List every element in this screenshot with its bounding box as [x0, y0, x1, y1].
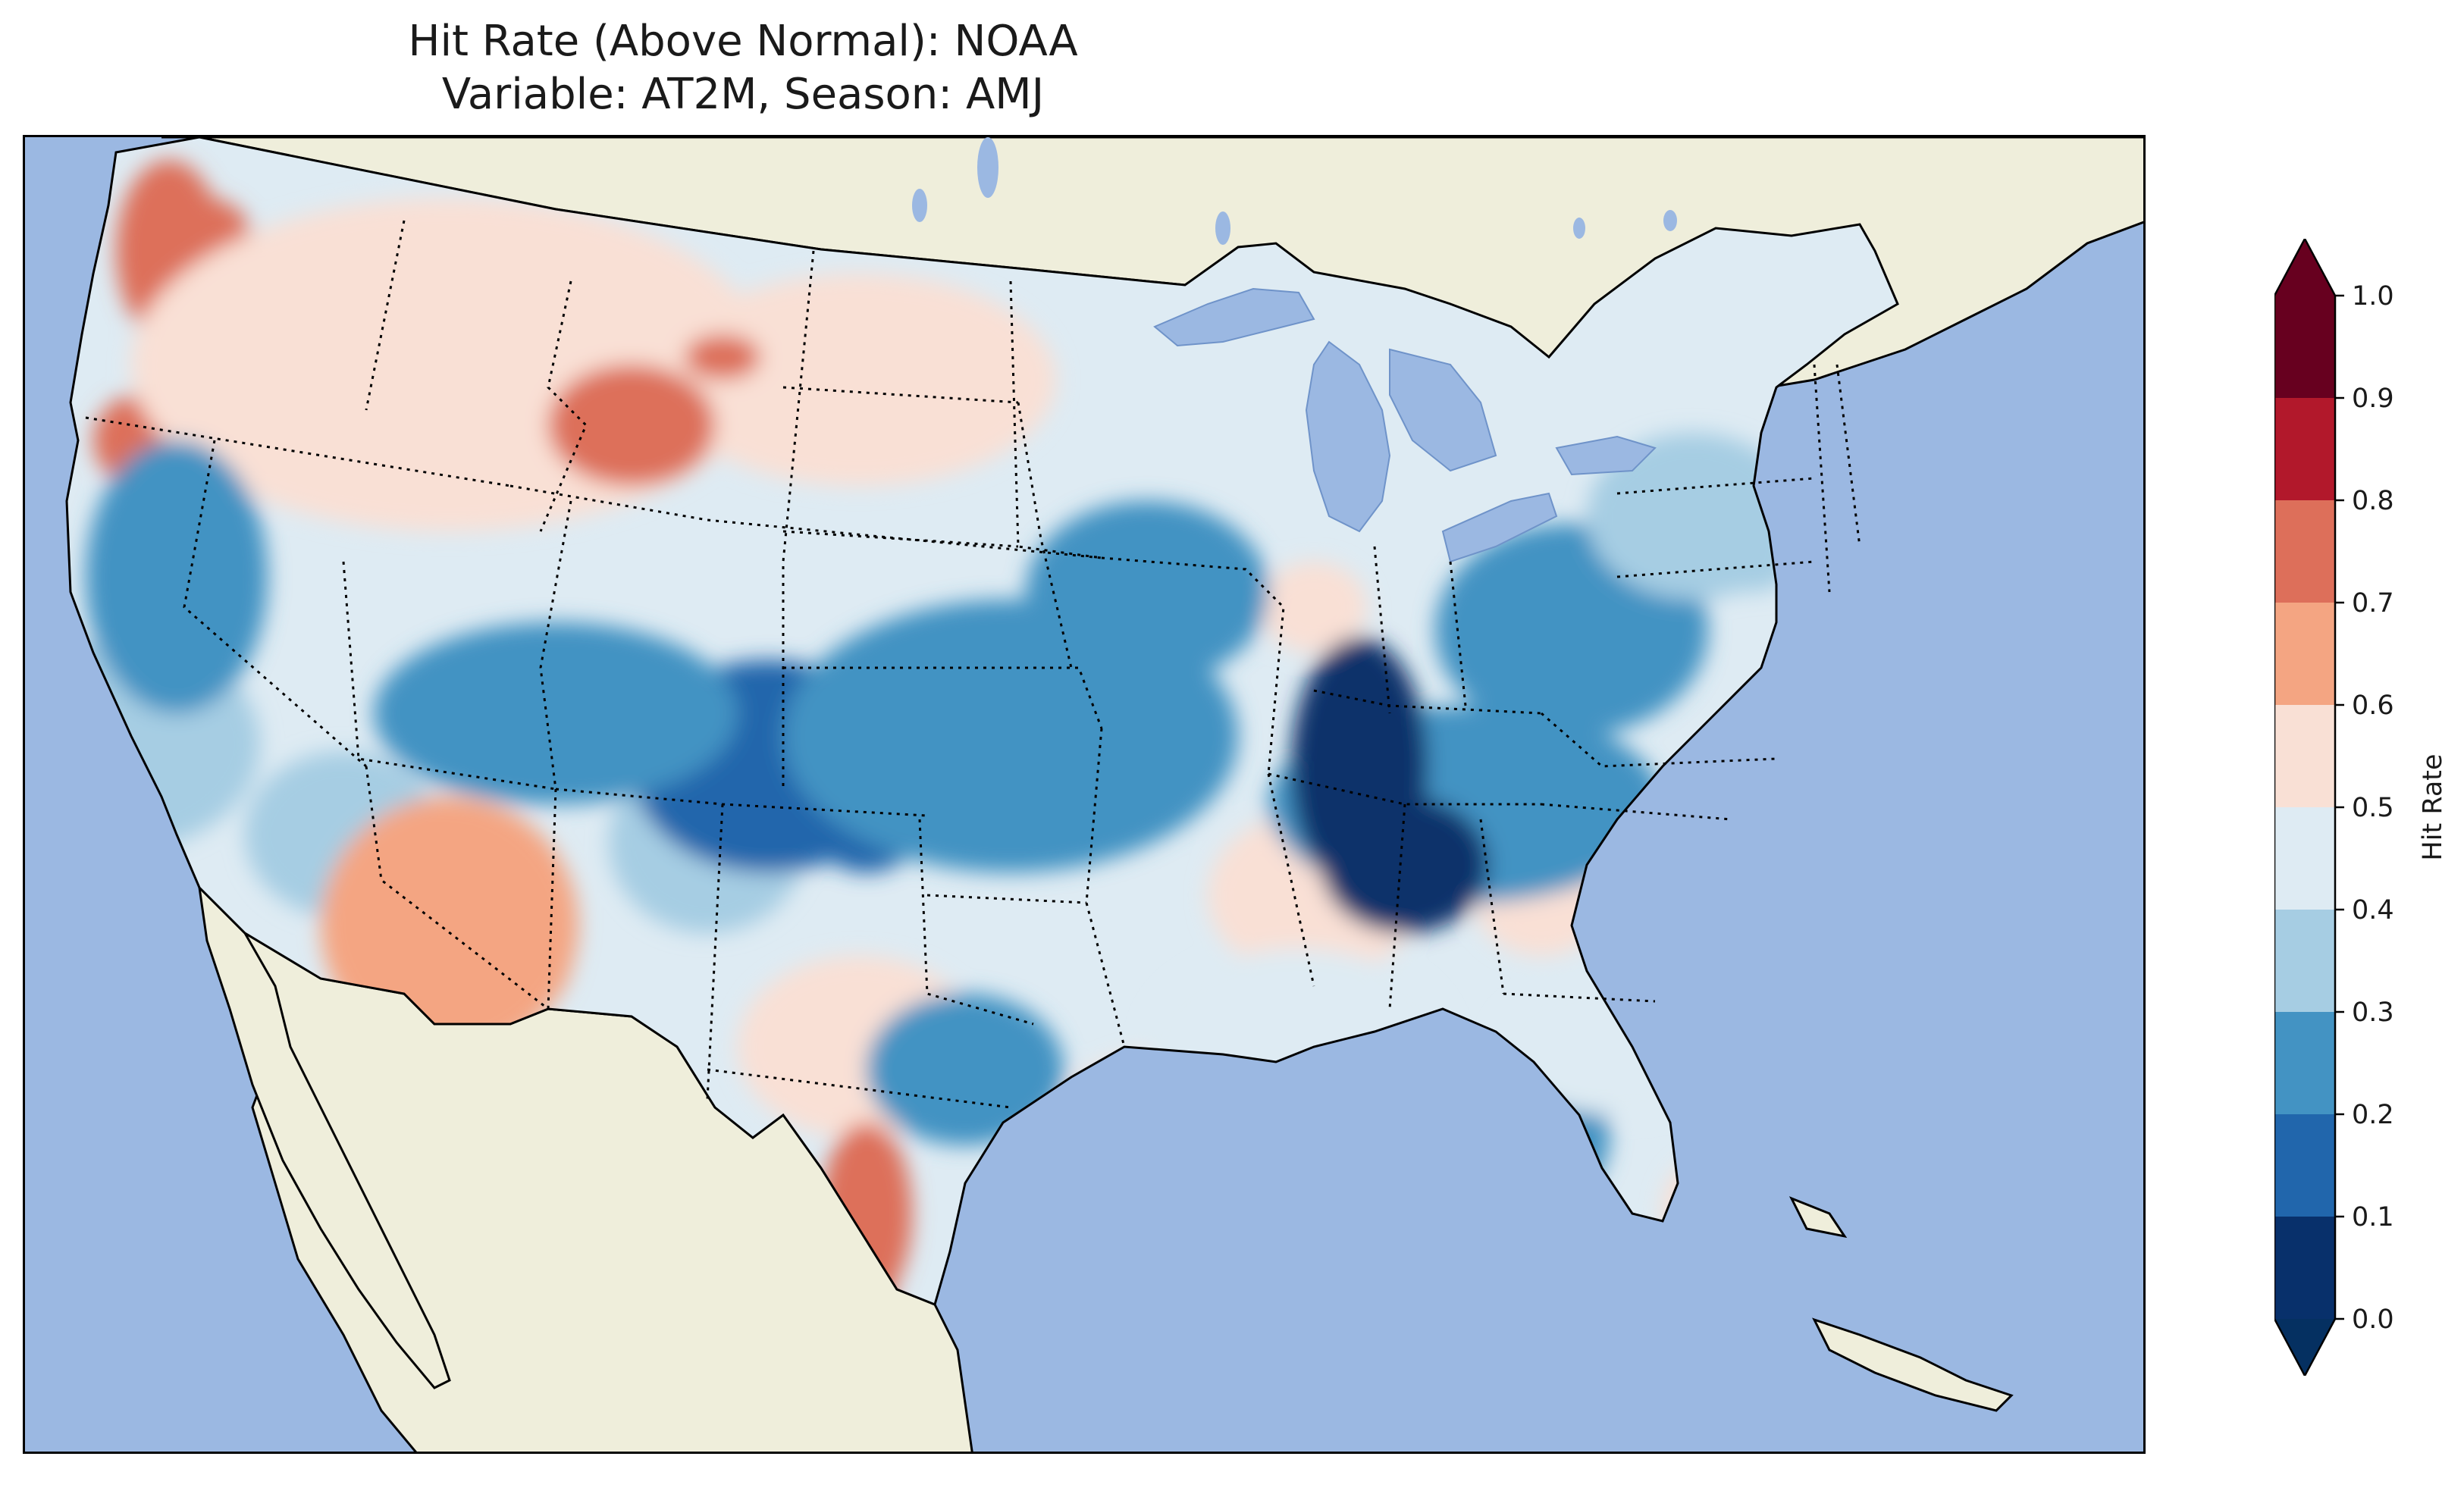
colorbar-bin — [2274, 910, 2335, 1012]
colorbar-bin — [2274, 1114, 2335, 1217]
hit-rate-region — [1064, 1047, 1337, 1168]
map-area — [23, 135, 2146, 1454]
colorbar-bin — [2274, 603, 2335, 705]
hit-rate-region — [1663, 1160, 1738, 1267]
colorbar-bin — [2274, 398, 2335, 500]
hit-rate-region — [548, 365, 715, 486]
hit-rate-region — [662, 274, 1056, 486]
colorbar: 0.0 0.1 0.2 0.3 0.4 0.5 0.6 0.7 0.8 0.9 1.0 Hit Ra… — [2274, 239, 2448, 1376]
hit-rate-region — [1321, 797, 1488, 933]
colorbar-tick-label: 0.7 — [2352, 588, 2394, 619]
colorbar-tick-label: 1.0 — [2352, 281, 2394, 312]
hit-rate-region — [867, 994, 1064, 1145]
colorbar-tick-label: 0.5 — [2352, 793, 2394, 823]
colorbar-tick-label: 0.9 — [2352, 384, 2394, 414]
great-lakes — [1153, 287, 1657, 563]
hit-rate-region — [1496, 979, 1738, 1115]
island — [1788, 1196, 1848, 1239]
colorbar-tick-label: 0.0 — [2352, 1305, 2394, 1335]
baja-land — [197, 884, 451, 1389]
colorbar-tick-label: 0.8 — [2352, 486, 2394, 516]
canada-lakes — [912, 137, 1677, 245]
colorbar-under-triangle — [2274, 1319, 2335, 1376]
hit-rate-region — [86, 440, 268, 713]
map-title-line-2: Variable: AT2M, Season: AMJ — [441, 70, 1045, 119]
state-borders — [85, 220, 1861, 1109]
hit-rate-region — [685, 334, 760, 380]
hit-rate-region — [450, 910, 571, 1016]
colorbar-label: Hit Rate — [2418, 753, 2448, 860]
colorbar-over-triangle — [2274, 239, 2335, 296]
colorbar-tick-label: 0.3 — [2352, 998, 2394, 1028]
colorbar-tick-label: 0.2 — [2352, 1100, 2394, 1130]
colorbar-bin — [2274, 807, 2335, 910]
hit-rate-region — [1716, 531, 1792, 592]
colorbar-bin — [2274, 1217, 2335, 1319]
hit-rate-region — [374, 622, 738, 804]
map-title-line-1: Hit Rate (Above Normal): NOAA — [408, 17, 1078, 66]
colorbar-bin — [2274, 500, 2335, 603]
colorbar-tick-label: 0.4 — [2352, 895, 2394, 926]
conus-map — [65, 137, 2143, 1452]
cuba-land — [1812, 1317, 2014, 1412]
hit-rate-region — [1026, 501, 1268, 683]
colorbar-bin — [2274, 296, 2335, 398]
hit-rate-region — [1147, 948, 1450, 1145]
colorbar-tick-label: 0.6 — [2352, 691, 2394, 721]
colorbar-tick-label: 0.1 — [2352, 1202, 2394, 1232]
colorbar-bin — [2274, 705, 2335, 807]
hit-rate-region — [1632, 1244, 1723, 1305]
colorbar-bin — [2274, 1012, 2335, 1114]
hit-rate-region — [1261, 562, 1367, 653]
